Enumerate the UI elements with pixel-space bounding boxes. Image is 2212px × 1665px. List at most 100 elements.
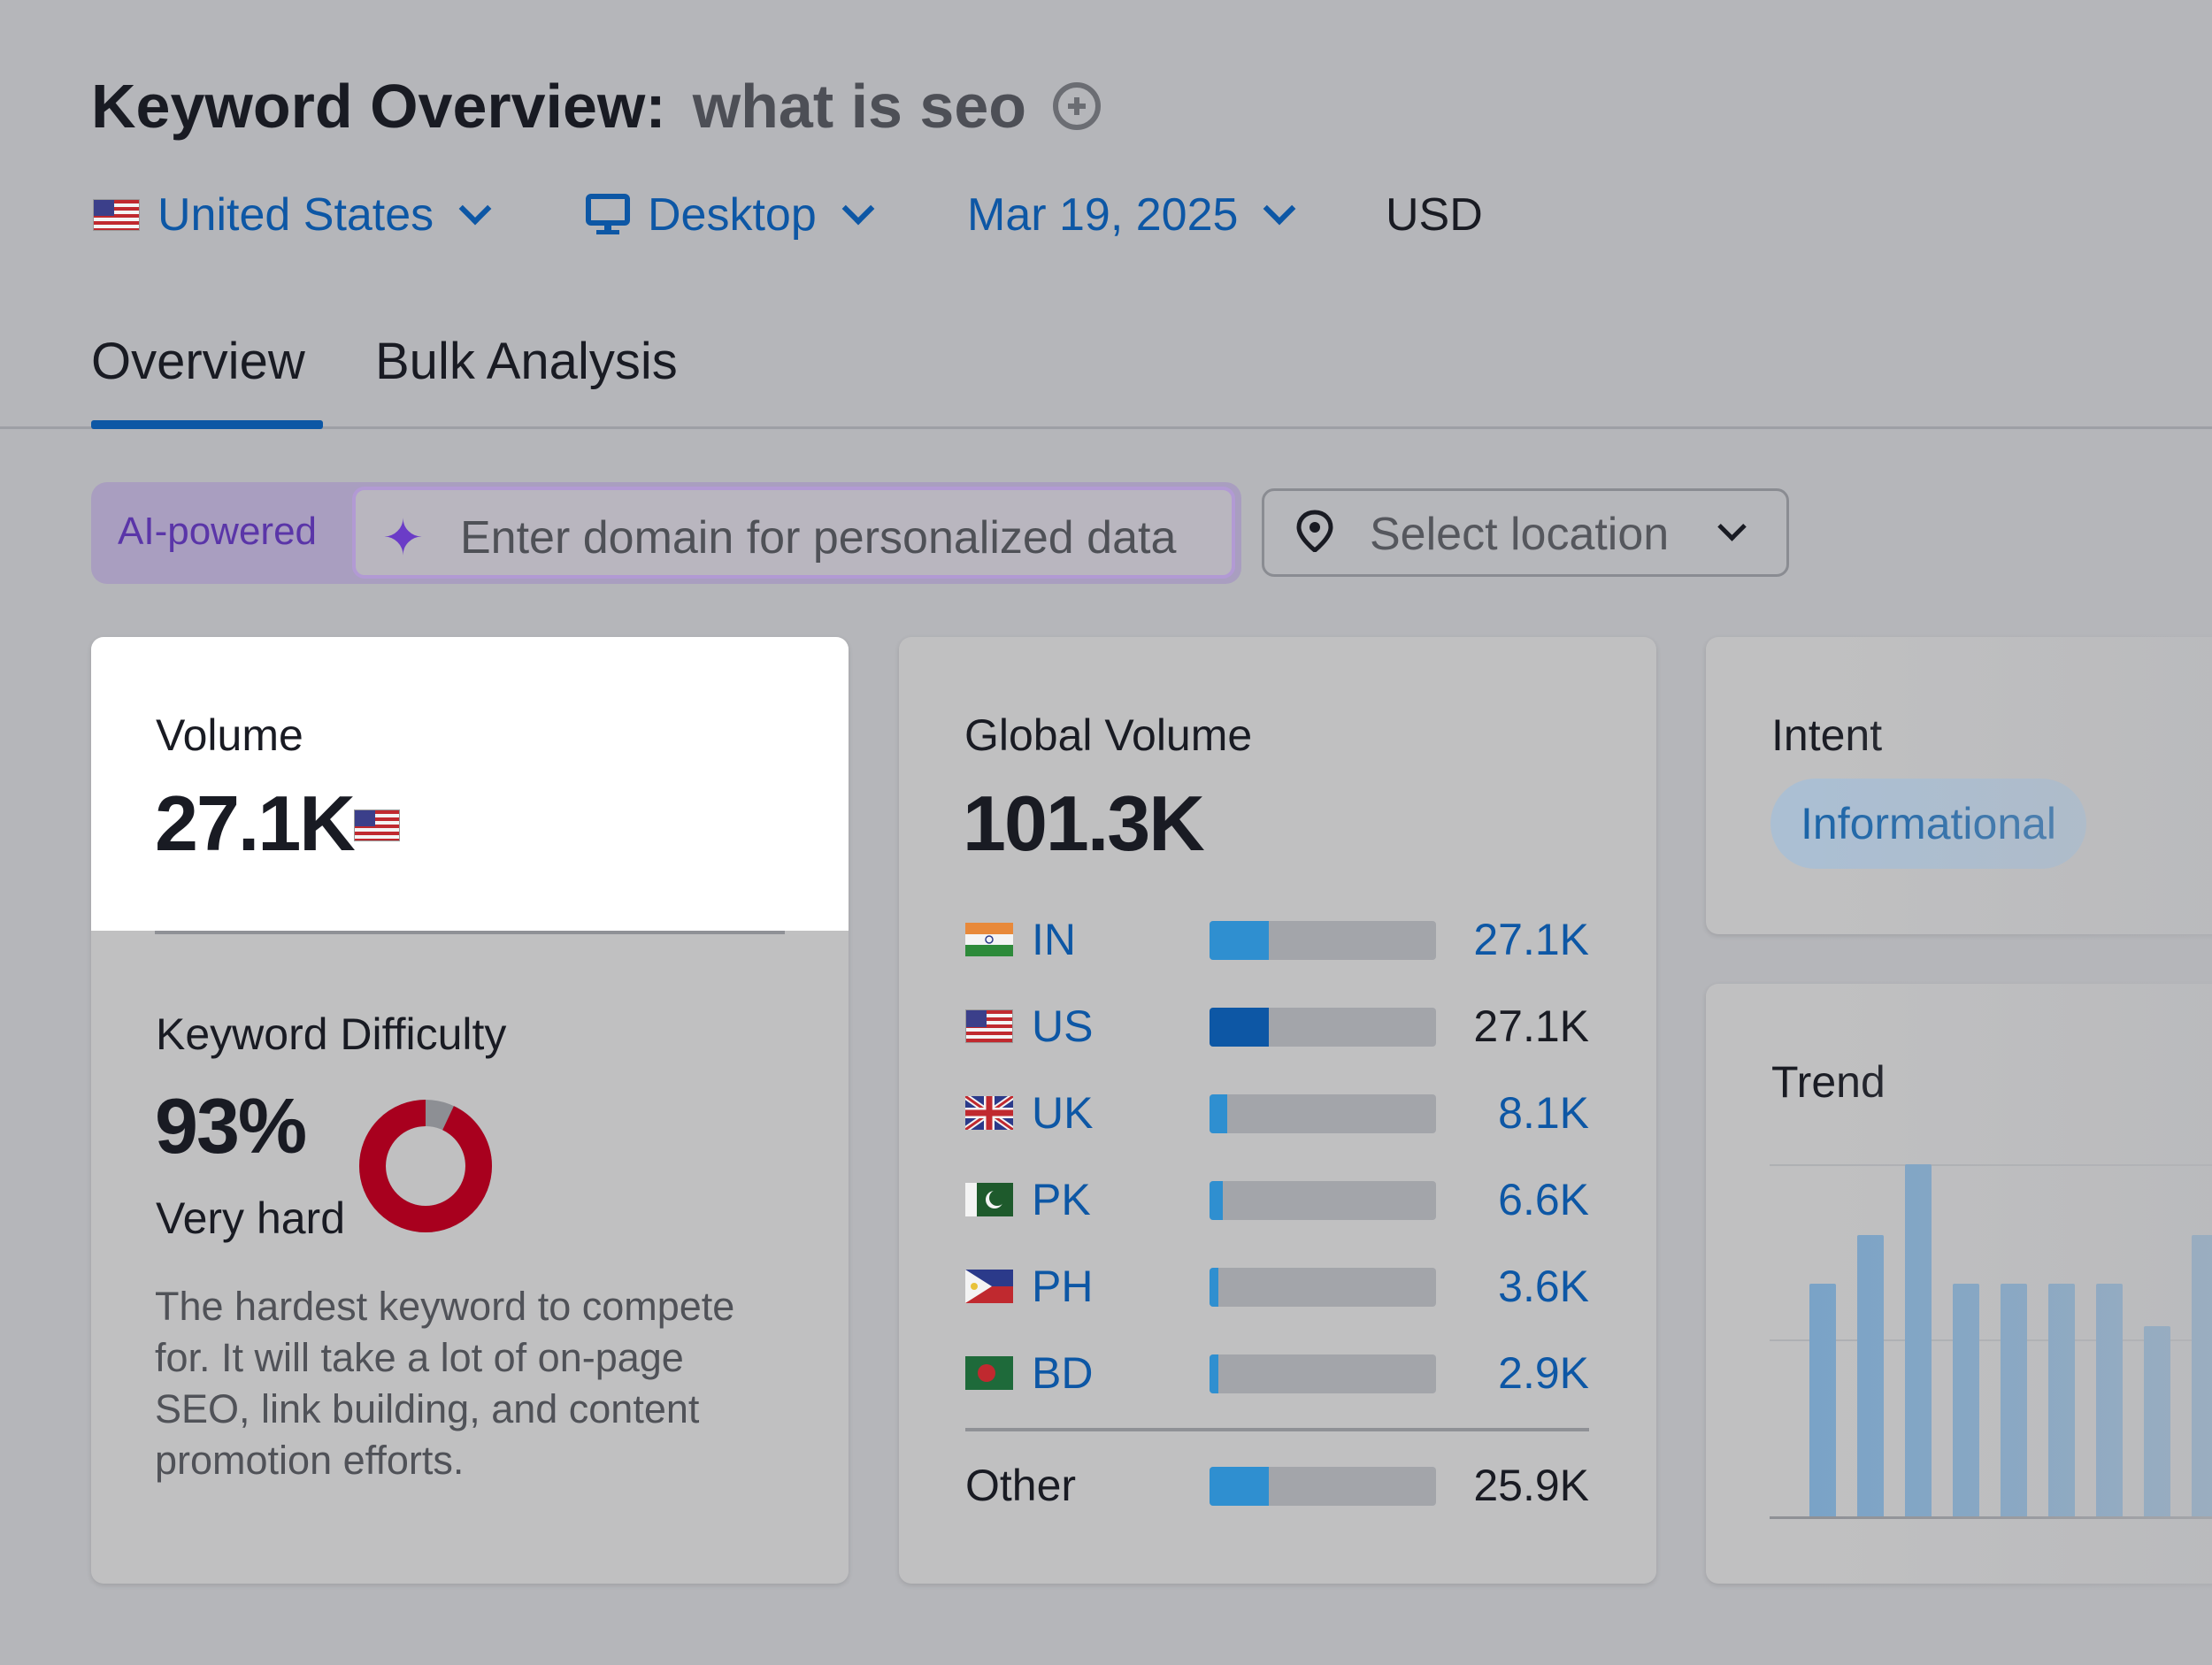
- intent-badge: Informational: [1770, 779, 2087, 869]
- philippines-flag-icon: [965, 1270, 1013, 1303]
- country-share-bar: [1210, 1181, 1436, 1220]
- country-volume[interactable]: 2.9K: [1498, 1348, 1589, 1398]
- location-select[interactable]: [1262, 488, 1789, 577]
- share-bar-fill: [1210, 921, 1269, 960]
- kd-value: 93%: [155, 1082, 307, 1170]
- uk-flag-icon: [965, 1096, 1013, 1130]
- chevron-down-icon: [1263, 192, 1296, 226]
- volume-label: Volume: [156, 710, 303, 760]
- trend-bar[interactable]: [2048, 1284, 2075, 1516]
- currency-label: USD: [1386, 189, 1483, 241]
- add-keyword-icon[interactable]: [1053, 82, 1102, 130]
- tabs-divider: [0, 426, 2212, 429]
- date-selector[interactable]: Mar 19, 2025: [967, 184, 1296, 246]
- us-flag-icon: [93, 199, 140, 231]
- country-share-bar: [1210, 1268, 1436, 1307]
- trend-bar[interactable]: [2144, 1326, 2170, 1516]
- share-bar-fill: [1210, 1354, 1218, 1393]
- trend-bar[interactable]: [2001, 1284, 2027, 1516]
- volume-value: 27.1K: [155, 779, 356, 867]
- ai-powered-badge: AI-powered: [118, 510, 318, 553]
- country-share-bar: [1210, 1094, 1436, 1133]
- chevron-down-icon: [458, 192, 492, 226]
- trend-bar[interactable]: [2096, 1284, 2123, 1516]
- country-row-ph: PH 3.6K: [965, 1261, 1589, 1314]
- keyword-text: what is seo: [692, 72, 1027, 141]
- global-volume-card: Global Volume 101.3K IN 27.1K US 27.1K U…: [899, 637, 1656, 1584]
- country-row-uk: UK 8.1K: [965, 1087, 1589, 1140]
- database-label: United States: [157, 189, 434, 241]
- domain-input-placeholder[interactable]: Enter domain for personalized data: [460, 512, 1177, 564]
- country-row-us: US 27.1K: [965, 1001, 1589, 1054]
- country-row-pk: PK 6.6K: [965, 1174, 1589, 1227]
- country-share-bar: [1210, 1354, 1436, 1393]
- india-flag-icon: [965, 923, 1013, 956]
- tab-bulk-analysis[interactable]: Bulk Analysis: [375, 333, 678, 390]
- share-bar-fill: [1210, 1268, 1218, 1307]
- page-title: Keyword Overview: what is seo: [91, 71, 1102, 142]
- other-label: Other: [965, 1461, 1077, 1510]
- page-title-label: Keyword Overview:: [91, 72, 666, 141]
- country-volume: 27.1K: [1473, 1001, 1589, 1051]
- country-volume[interactable]: 6.6K: [1498, 1175, 1589, 1224]
- share-bar-fill: [1210, 1467, 1269, 1506]
- trend-label: Trend: [1771, 1057, 1886, 1107]
- us-flag-icon: [354, 809, 400, 841]
- location-pin-icon: [1296, 510, 1333, 552]
- desktop-icon: [586, 194, 630, 234]
- trend-bar[interactable]: [2192, 1235, 2212, 1516]
- domain-input[interactable]: [352, 487, 1235, 579]
- sparkle-icon: ✦: [382, 510, 424, 565]
- device-selector[interactable]: Desktop: [586, 184, 875, 246]
- share-bar-fill: [1210, 1181, 1223, 1220]
- trend-card: Trend: [1706, 984, 2212, 1584]
- volume-card: Volume 27.1K Keyword Difficulty 93% Very…: [91, 637, 849, 1584]
- country-share-bar: [1210, 1467, 1436, 1506]
- trend-bar[interactable]: [1905, 1164, 1932, 1516]
- other-volume: 25.9K: [1473, 1461, 1589, 1510]
- volume-section: [91, 637, 849, 931]
- global-volume-value: 101.3K: [963, 779, 1205, 867]
- country-code[interactable]: UK: [1032, 1088, 1094, 1138]
- country-row-other: Other 25.9K: [965, 1460, 1589, 1513]
- country-row-bd: BD 2.9K: [965, 1347, 1589, 1400]
- share-bar-fill: [1210, 1008, 1269, 1047]
- trend-bar[interactable]: [1953, 1284, 1979, 1516]
- country-code[interactable]: BD: [1032, 1348, 1094, 1398]
- kd-donut-chart: [359, 1100, 492, 1232]
- country-code[interactable]: US: [1032, 1001, 1094, 1051]
- country-row-in: IN 27.1K: [965, 914, 1589, 967]
- country-volume[interactable]: 27.1K: [1473, 915, 1589, 964]
- active-tab-indicator: [91, 420, 323, 429]
- pakistan-flag-icon: [965, 1183, 1013, 1216]
- country-share-bar: [1210, 1008, 1436, 1047]
- bangladesh-flag-icon: [965, 1356, 1013, 1390]
- country-code[interactable]: IN: [1032, 915, 1076, 964]
- location-select-placeholder[interactable]: Select location: [1370, 509, 1670, 560]
- date-label: Mar 19, 2025: [967, 189, 1239, 241]
- country-volume[interactable]: 3.6K: [1498, 1262, 1589, 1311]
- global-volume-label: Global Volume: [964, 710, 1253, 760]
- chevron-down-icon: [841, 192, 875, 226]
- divider: [965, 1428, 1589, 1431]
- us-flag-icon: [965, 1009, 1013, 1043]
- divider: [155, 931, 785, 934]
- device-label: Desktop: [648, 189, 817, 241]
- intent-card: Intent Informational: [1706, 637, 2212, 934]
- kd-label: Keyword Difficulty: [156, 1009, 507, 1059]
- country-code[interactable]: PH: [1032, 1262, 1094, 1311]
- country-volume[interactable]: 8.1K: [1498, 1088, 1589, 1138]
- intent-label: Intent: [1771, 710, 1883, 760]
- chevron-down-icon: [1717, 512, 1747, 541]
- trend-baseline: [1770, 1516, 2212, 1519]
- trend-bar[interactable]: [1809, 1284, 1836, 1516]
- trend-bar[interactable]: [1857, 1235, 1884, 1516]
- database-selector[interactable]: United States: [93, 184, 492, 246]
- country-code[interactable]: PK: [1032, 1175, 1091, 1224]
- country-share-bar: [1210, 921, 1436, 960]
- kd-level: Very hard: [156, 1193, 346, 1243]
- share-bar-fill: [1210, 1094, 1227, 1133]
- kd-description: The hardest keyword to compete for. It w…: [155, 1284, 735, 1483]
- trend-gridline: [1770, 1164, 2212, 1166]
- tab-overview[interactable]: Overview: [91, 333, 305, 390]
